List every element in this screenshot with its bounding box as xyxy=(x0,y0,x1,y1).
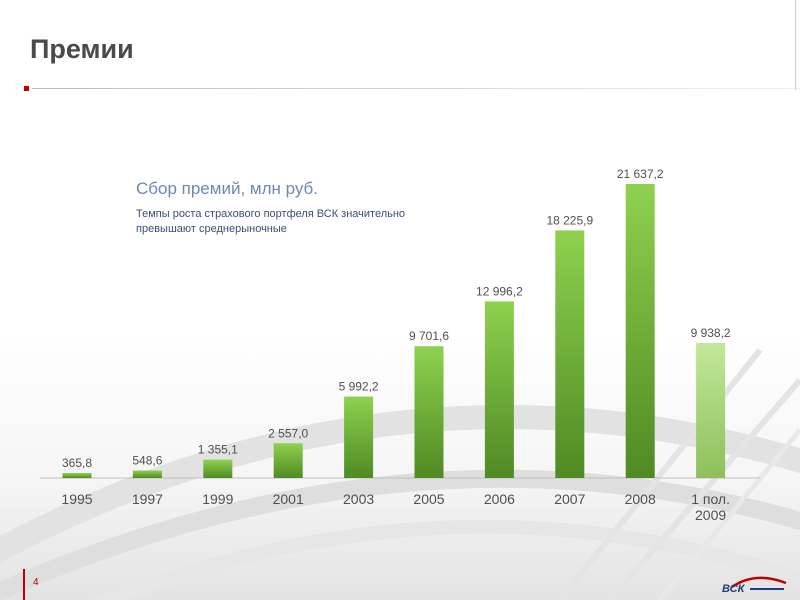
right-divider xyxy=(795,0,796,90)
bar-2003 xyxy=(344,396,374,478)
category-label: 2006 xyxy=(484,491,515,507)
value-label: 365,8 xyxy=(62,456,92,470)
value-label: 5 992,2 xyxy=(339,380,379,394)
category-label: 2003 xyxy=(343,491,374,507)
bar-2005 xyxy=(414,346,444,478)
bar-1997 xyxy=(132,470,162,478)
bar-2008 xyxy=(625,184,655,478)
category-label: 2007 xyxy=(554,491,585,507)
vsk-logo: ВСК xyxy=(722,576,787,595)
value-label: 1 355,1 xyxy=(198,443,238,457)
bar-1-2009 xyxy=(696,343,726,478)
bar-2001 xyxy=(273,443,303,478)
svg-text:ВСК: ВСК xyxy=(722,583,746,595)
title-divider xyxy=(24,84,800,92)
category-label: 1999 xyxy=(202,491,233,507)
value-label: 12 996,2 xyxy=(476,284,523,298)
chart-description: Темпы роста страхового портфеля ВСК знач… xyxy=(136,208,406,235)
chart-subtitle: Сбор премий, млн руб. xyxy=(136,179,319,198)
category-label: 1997 xyxy=(132,491,163,507)
category-label: 2005 xyxy=(413,491,444,507)
page-number-marker xyxy=(23,569,25,600)
bar-1995 xyxy=(62,473,92,478)
bar-1999 xyxy=(203,459,233,478)
value-label: 9 701,6 xyxy=(409,329,449,343)
category-label: 2008 xyxy=(625,491,656,507)
value-label: 9 938,2 xyxy=(691,326,731,340)
category-label: 2001 xyxy=(273,491,304,507)
bar-2006 xyxy=(484,301,514,478)
value-label: 21 637,2 xyxy=(617,167,664,181)
value-label: 18 225,9 xyxy=(546,213,593,227)
value-label: 2 557,0 xyxy=(268,426,308,440)
category-label: 1 пол. 2009 xyxy=(691,491,730,523)
value-label: 548,6 xyxy=(132,454,162,468)
page-number: 4 xyxy=(33,577,39,588)
page-title: Премии xyxy=(30,34,134,64)
bar-2007 xyxy=(555,230,585,478)
category-label: 1995 xyxy=(61,491,92,507)
